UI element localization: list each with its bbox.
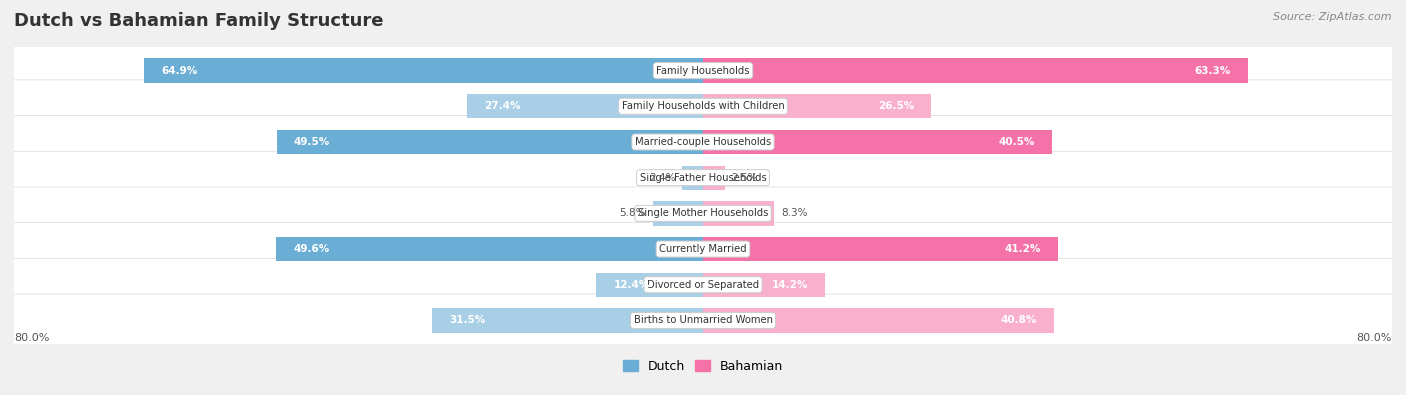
- Bar: [432, 308, 703, 333]
- Text: 63.3%: 63.3%: [1195, 66, 1230, 75]
- Text: 8.3%: 8.3%: [782, 209, 808, 218]
- Text: Family Households with Children: Family Households with Children: [621, 101, 785, 111]
- FancyBboxPatch shape: [7, 294, 1399, 347]
- Bar: [703, 273, 825, 297]
- Bar: [703, 58, 1249, 83]
- Text: 27.4%: 27.4%: [484, 101, 520, 111]
- Bar: [682, 166, 703, 190]
- Text: 2.4%: 2.4%: [650, 173, 675, 182]
- Text: 26.5%: 26.5%: [877, 101, 914, 111]
- Text: 80.0%: 80.0%: [1357, 333, 1392, 342]
- Bar: [276, 237, 703, 261]
- Text: 14.2%: 14.2%: [772, 280, 808, 290]
- Bar: [703, 166, 724, 190]
- Text: 49.5%: 49.5%: [294, 137, 330, 147]
- Text: 40.5%: 40.5%: [998, 137, 1035, 147]
- FancyBboxPatch shape: [7, 258, 1399, 311]
- Text: 49.6%: 49.6%: [292, 244, 329, 254]
- Text: Births to Unmarried Women: Births to Unmarried Women: [634, 316, 772, 325]
- Text: 80.0%: 80.0%: [14, 333, 49, 342]
- Text: Married-couple Households: Married-couple Households: [636, 137, 770, 147]
- FancyBboxPatch shape: [7, 151, 1399, 204]
- FancyBboxPatch shape: [7, 223, 1399, 275]
- Bar: [703, 130, 1052, 154]
- Text: Currently Married: Currently Married: [659, 244, 747, 254]
- Text: 41.2%: 41.2%: [1004, 244, 1040, 254]
- Text: 12.4%: 12.4%: [613, 280, 650, 290]
- Bar: [703, 308, 1054, 333]
- FancyBboxPatch shape: [7, 44, 1399, 97]
- Bar: [277, 130, 703, 154]
- Text: 40.8%: 40.8%: [1001, 316, 1038, 325]
- Bar: [467, 94, 703, 118]
- Bar: [703, 94, 931, 118]
- Text: 5.8%: 5.8%: [620, 209, 647, 218]
- FancyBboxPatch shape: [7, 116, 1399, 168]
- Legend: Dutch, Bahamian: Dutch, Bahamian: [623, 360, 783, 373]
- Bar: [652, 201, 703, 226]
- Text: Source: ZipAtlas.com: Source: ZipAtlas.com: [1274, 12, 1392, 22]
- Text: 31.5%: 31.5%: [449, 316, 485, 325]
- Bar: [596, 273, 703, 297]
- Text: Divorced or Separated: Divorced or Separated: [647, 280, 759, 290]
- Text: Dutch vs Bahamian Family Structure: Dutch vs Bahamian Family Structure: [14, 12, 384, 30]
- Text: Family Households: Family Households: [657, 66, 749, 75]
- Bar: [143, 58, 703, 83]
- Text: 2.5%: 2.5%: [731, 173, 758, 182]
- Bar: [703, 237, 1057, 261]
- FancyBboxPatch shape: [7, 80, 1399, 133]
- Text: Single Mother Households: Single Mother Households: [638, 209, 768, 218]
- Text: Single Father Households: Single Father Households: [640, 173, 766, 182]
- Text: 64.9%: 64.9%: [162, 66, 198, 75]
- Bar: [703, 201, 775, 226]
- FancyBboxPatch shape: [7, 187, 1399, 240]
